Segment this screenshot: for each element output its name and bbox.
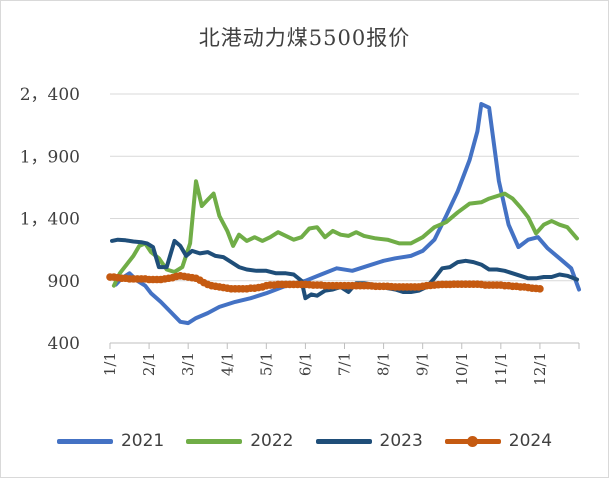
y-tick-label: 900 bbox=[48, 272, 80, 292]
legend-swatch bbox=[315, 438, 372, 444]
legend-marker bbox=[466, 435, 478, 447]
chart-title: 北港动力煤5500报价 bbox=[198, 26, 411, 50]
legend: 2021 2022 2023 2024 bbox=[0, 424, 609, 458]
legend-item-2024: 2024 bbox=[444, 431, 553, 451]
data-point-2024 bbox=[536, 285, 544, 293]
legend-swatch bbox=[56, 438, 113, 444]
legend-swatch bbox=[444, 435, 501, 447]
x-tick-label: 7/1 bbox=[336, 352, 354, 376]
x-tick-label: 3/1 bbox=[179, 352, 197, 376]
y-tick-label: 1，900 bbox=[20, 147, 80, 167]
x-tick-label: 12/1 bbox=[531, 352, 549, 386]
x-axis: 1/1 2/1 3/1 4/1 5/1 6/1 7/1 8/1 9/1 10/1 11/1 12/1 bbox=[101, 342, 580, 386]
x-tick-label: 2/1 bbox=[140, 352, 158, 376]
series-line-2021 bbox=[113, 102, 581, 326]
x-tick-label: 6/1 bbox=[296, 352, 314, 376]
legend-label: 2024 bbox=[508, 431, 553, 451]
x-tick-label: 1/1 bbox=[101, 352, 119, 376]
y-tick-label: 1，400 bbox=[20, 210, 80, 230]
legend-swatch bbox=[186, 438, 243, 444]
legend-label: 2023 bbox=[379, 431, 423, 451]
y-tick-label: 2，400 bbox=[20, 85, 80, 105]
legend-item-2023: 2023 bbox=[315, 431, 423, 451]
y-axis-ticks: 400 900 1，400 1，900 2，400 bbox=[20, 85, 80, 354]
y-tick-label: 400 bbox=[48, 334, 80, 354]
plot-area bbox=[106, 102, 581, 326]
legend-item-2022: 2022 bbox=[186, 431, 294, 451]
x-tick-label: 5/1 bbox=[257, 352, 275, 376]
x-tick-label: 10/1 bbox=[453, 352, 471, 386]
x-tick-label: 9/1 bbox=[414, 352, 432, 376]
legend-label: 2022 bbox=[250, 431, 294, 451]
legend-item-2021: 2021 bbox=[56, 431, 165, 451]
x-tick-label: 4/1 bbox=[218, 352, 236, 376]
legend-label: 2021 bbox=[120, 431, 165, 451]
series-line-2022 bbox=[111, 179, 579, 288]
grid-lines bbox=[110, 93, 579, 282]
x-tick-label: 11/1 bbox=[492, 352, 510, 386]
x-tick-label: 8/1 bbox=[375, 352, 393, 376]
